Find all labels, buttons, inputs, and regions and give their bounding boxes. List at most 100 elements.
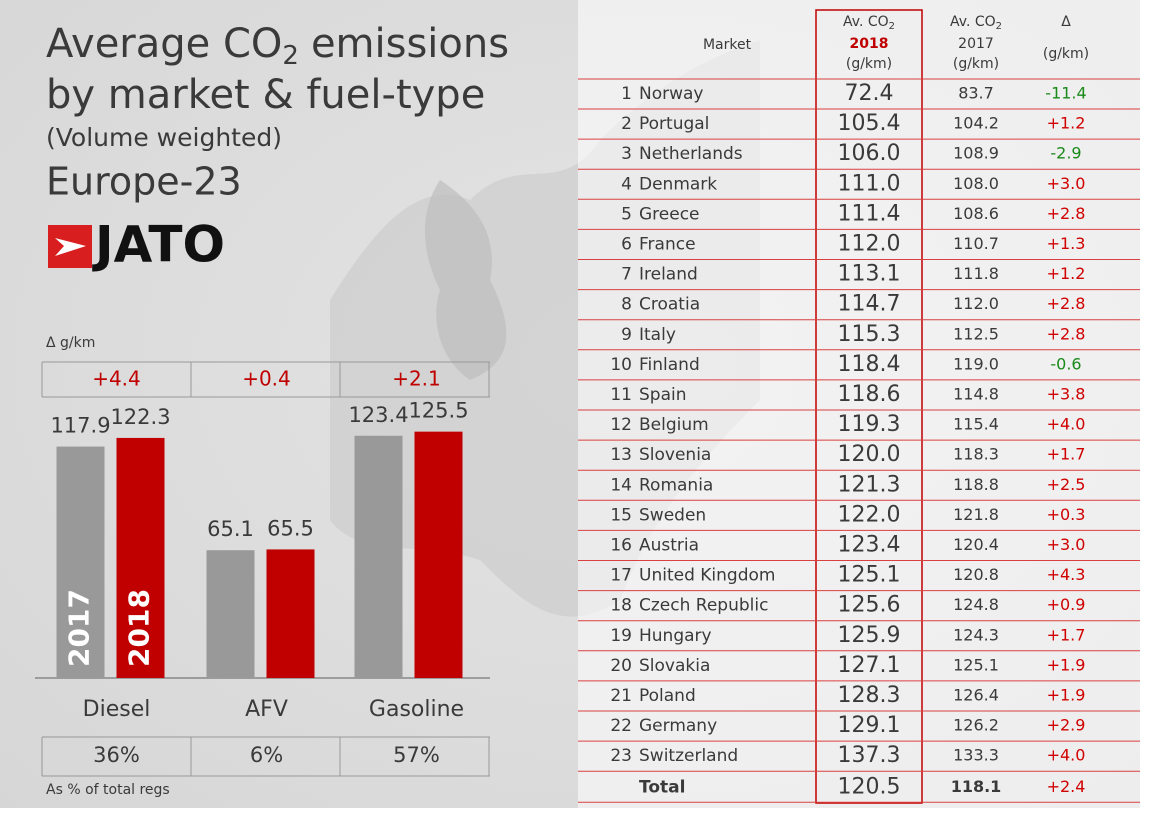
header-subscript: 2 <box>996 21 1002 32</box>
value-2017: 104.2 <box>953 114 999 133</box>
rank: 2 <box>621 114 632 134</box>
value-2018: 72.4 <box>845 81 894 106</box>
bar <box>354 435 403 678</box>
market: Poland <box>639 686 696 706</box>
bar <box>116 437 165 678</box>
market: Italy <box>639 325 676 345</box>
market: United Kingdom <box>639 566 775 586</box>
value-2018: 122.0 <box>838 502 901 527</box>
delta: -0.6 <box>1050 354 1081 373</box>
market: Ireland <box>639 265 698 285</box>
column-header: (g/km) <box>953 56 999 72</box>
delta: +3.0 <box>1047 174 1086 193</box>
delta: +1.9 <box>1047 655 1086 674</box>
market: Germany <box>639 716 717 736</box>
legend-label: 2017 <box>63 589 96 667</box>
market: Austria <box>639 536 699 556</box>
rank: 16 <box>610 536 632 556</box>
delta-label: +2.1 <box>392 367 441 391</box>
category-label: Diesel <box>83 697 151 722</box>
bar <box>414 431 463 678</box>
column-header: (g/km) <box>846 56 892 72</box>
logo-arrow <box>55 238 86 256</box>
column-header: Av. CO2 <box>950 14 1002 32</box>
rank: 22 <box>610 716 632 736</box>
data-label: 125.5 <box>408 399 468 423</box>
delta: +2.5 <box>1047 475 1086 494</box>
bar <box>56 446 105 678</box>
value-2018: 125.9 <box>838 623 901 648</box>
column-header: Market <box>703 37 752 53</box>
delta: -11.4 <box>1045 84 1086 103</box>
value-2018: 125.1 <box>838 563 901 588</box>
value-2018: 106.0 <box>838 141 901 166</box>
bar <box>266 549 315 678</box>
delta: +3.8 <box>1047 385 1086 404</box>
market: Belgium <box>639 415 709 435</box>
subtitle: (Volume weighted) <box>46 123 282 152</box>
rank: 23 <box>610 746 632 766</box>
value-2018: 120.0 <box>838 442 901 467</box>
delta: +2.8 <box>1047 204 1086 223</box>
value-2017: 126.2 <box>953 716 999 735</box>
delta: +3.0 <box>1047 535 1086 554</box>
value-2018: 128.3 <box>838 683 901 708</box>
delta: +1.7 <box>1047 625 1086 644</box>
category-label: AFV <box>245 697 288 722</box>
total-value: +2.4 <box>1047 777 1086 796</box>
market: Denmark <box>639 174 717 194</box>
delta: +1.9 <box>1047 686 1086 705</box>
column-header: 2017 <box>958 36 994 52</box>
value-2017: 119.0 <box>953 354 999 373</box>
data-label: 117.9 <box>50 414 110 438</box>
value-2017: 115.4 <box>953 415 999 434</box>
data-label: 123.4 <box>348 403 408 427</box>
value-2018: 118.4 <box>838 352 901 377</box>
total-value: 120.5 <box>838 774 901 799</box>
value-2018: 111.0 <box>838 171 901 196</box>
title: Average CO2 emissions <box>46 21 509 71</box>
value-2017: 120.8 <box>953 565 999 584</box>
total-label: Total <box>639 777 685 797</box>
delta: +2.8 <box>1047 294 1086 313</box>
header-text: Δ <box>1061 14 1071 30</box>
value-2017: 126.4 <box>953 686 999 705</box>
market: Hungary <box>639 626 712 646</box>
value-2017: 111.8 <box>953 264 999 283</box>
value-2018: 123.4 <box>838 533 901 558</box>
delta-label: Δ g/km <box>46 335 95 351</box>
delta: +1.7 <box>1047 445 1086 464</box>
data-label: 65.5 <box>267 516 314 540</box>
market: France <box>639 235 696 255</box>
value-2018: 113.1 <box>838 262 901 287</box>
value-2018: 137.3 <box>838 743 901 768</box>
value-2017: 112.0 <box>953 294 999 313</box>
rank: 12 <box>610 415 632 435</box>
rank: 18 <box>610 596 632 616</box>
rank: 10 <box>610 355 632 375</box>
delta: +4.3 <box>1047 565 1086 584</box>
value-2017: 114.8 <box>953 385 999 404</box>
rank: 1 <box>621 84 632 104</box>
value-2018: 115.3 <box>838 322 901 347</box>
map-shape <box>425 180 507 380</box>
header-subscript: 2 <box>889 21 895 32</box>
rank: 6 <box>621 235 632 255</box>
value-2017: 112.5 <box>953 324 999 343</box>
rank: 20 <box>610 656 632 676</box>
header-text: Av. CO <box>950 14 996 30</box>
market: Greece <box>639 204 700 224</box>
value-2017: 83.7 <box>958 84 994 103</box>
value-2017: 118.3 <box>953 445 999 464</box>
value-2018: 105.4 <box>838 111 901 136</box>
rank: 4 <box>621 174 632 194</box>
rank: 17 <box>610 566 632 586</box>
value-2018: 111.4 <box>838 201 901 226</box>
market: Netherlands <box>639 144 743 164</box>
delta: +1.2 <box>1047 264 1086 283</box>
market: Portugal <box>639 114 709 134</box>
bar-chart: 117.9 2017 122.3 2018 +4.4 Diesel 36% 65.1 65.5 +… <box>41 362 490 776</box>
delta: +0.9 <box>1047 595 1086 614</box>
